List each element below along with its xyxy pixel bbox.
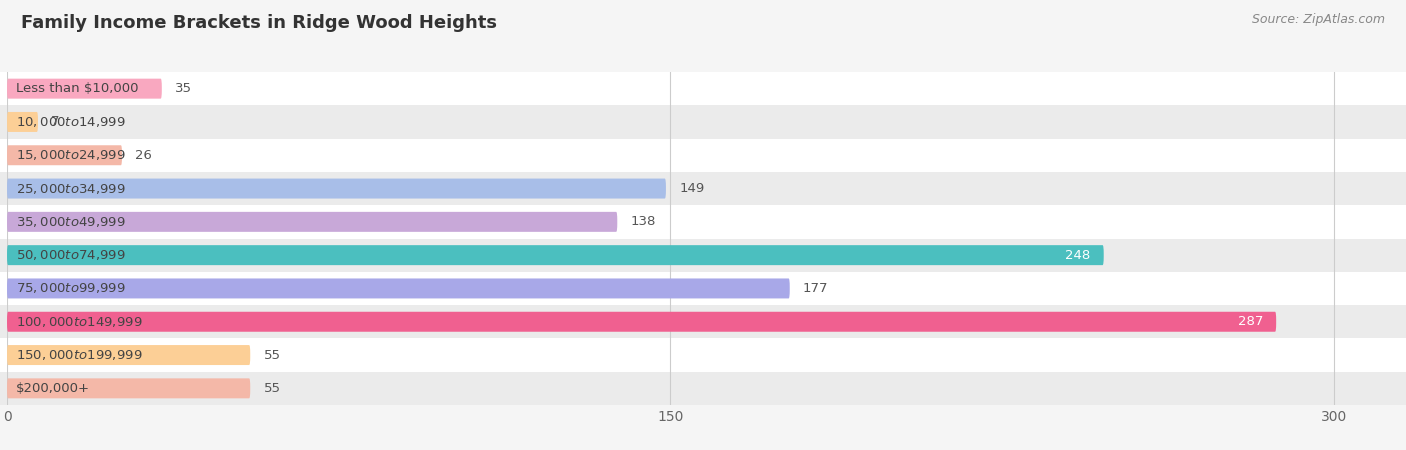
FancyBboxPatch shape <box>0 272 1406 305</box>
FancyBboxPatch shape <box>0 139 1406 172</box>
Text: $10,000 to $14,999: $10,000 to $14,999 <box>15 115 125 129</box>
Text: 149: 149 <box>679 182 704 195</box>
FancyBboxPatch shape <box>0 72 1406 105</box>
Text: Family Income Brackets in Ridge Wood Heights: Family Income Brackets in Ridge Wood Hei… <box>21 14 498 32</box>
FancyBboxPatch shape <box>7 79 162 99</box>
Text: $35,000 to $49,999: $35,000 to $49,999 <box>15 215 125 229</box>
Text: 26: 26 <box>135 149 152 162</box>
Text: $100,000 to $149,999: $100,000 to $149,999 <box>15 315 142 329</box>
FancyBboxPatch shape <box>0 372 1406 405</box>
Text: 248: 248 <box>1066 249 1091 261</box>
FancyBboxPatch shape <box>7 279 790 298</box>
Text: $15,000 to $24,999: $15,000 to $24,999 <box>15 148 125 162</box>
Text: 138: 138 <box>630 216 657 228</box>
Text: Source: ZipAtlas.com: Source: ZipAtlas.com <box>1251 14 1385 27</box>
Text: 55: 55 <box>263 349 281 361</box>
Text: 177: 177 <box>803 282 828 295</box>
Text: 7: 7 <box>51 116 59 128</box>
FancyBboxPatch shape <box>0 172 1406 205</box>
FancyBboxPatch shape <box>0 105 1406 139</box>
FancyBboxPatch shape <box>7 345 250 365</box>
FancyBboxPatch shape <box>0 238 1406 272</box>
FancyBboxPatch shape <box>7 245 1104 265</box>
FancyBboxPatch shape <box>7 179 666 198</box>
FancyBboxPatch shape <box>0 205 1406 239</box>
Text: $25,000 to $34,999: $25,000 to $34,999 <box>15 181 125 196</box>
Text: Less than $10,000: Less than $10,000 <box>15 82 138 95</box>
FancyBboxPatch shape <box>7 378 250 398</box>
Text: $200,000+: $200,000+ <box>15 382 90 395</box>
Text: $75,000 to $99,999: $75,000 to $99,999 <box>15 281 125 296</box>
Text: 287: 287 <box>1237 315 1263 328</box>
FancyBboxPatch shape <box>7 212 617 232</box>
FancyBboxPatch shape <box>0 338 1406 372</box>
FancyBboxPatch shape <box>7 145 122 165</box>
FancyBboxPatch shape <box>0 305 1406 338</box>
FancyBboxPatch shape <box>7 112 38 132</box>
Text: 35: 35 <box>176 82 193 95</box>
Text: $50,000 to $74,999: $50,000 to $74,999 <box>15 248 125 262</box>
FancyBboxPatch shape <box>7 312 1277 332</box>
Text: $150,000 to $199,999: $150,000 to $199,999 <box>15 348 142 362</box>
Text: 55: 55 <box>263 382 281 395</box>
